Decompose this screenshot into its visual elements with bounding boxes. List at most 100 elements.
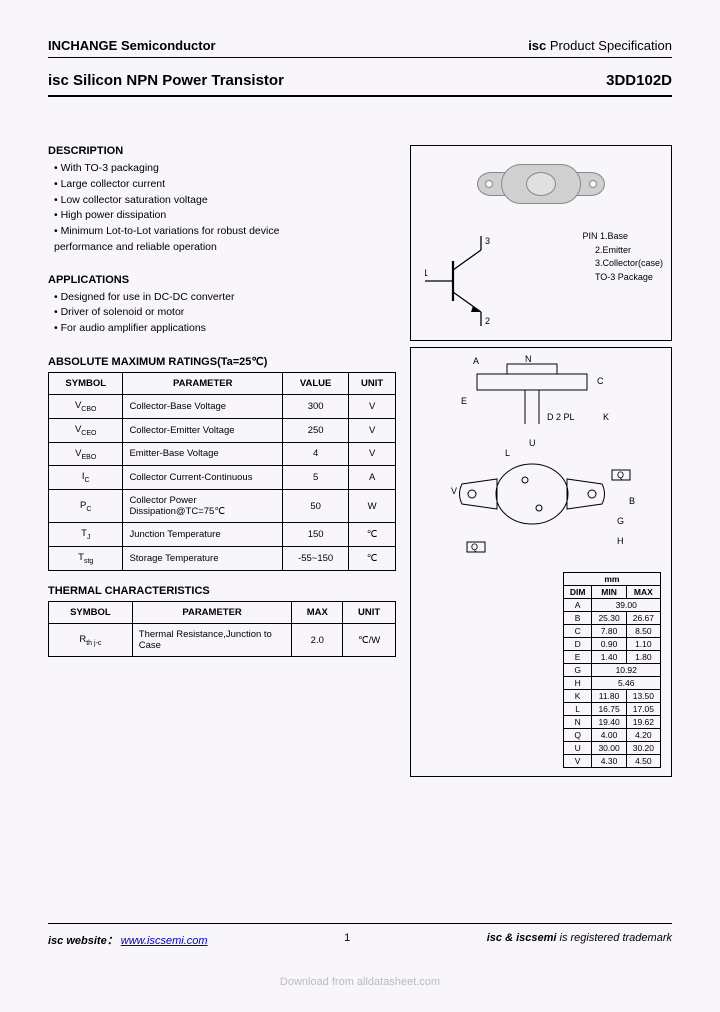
val: 150 — [283, 523, 349, 547]
pin-item: 1.Base — [600, 231, 628, 241]
table-row: A39.00 — [563, 599, 660, 612]
applications-list: Designed for use in DC-DC converter Driv… — [48, 290, 396, 337]
svg-text:G: G — [617, 516, 624, 526]
val: 300 — [283, 394, 349, 418]
param: Collector Current-Continuous — [123, 466, 283, 490]
table-row: V4.304.50 — [563, 755, 660, 768]
desc-item-cont: performance and reliable operation — [54, 240, 396, 256]
svg-text:D 2 PL: D 2 PL — [547, 412, 575, 422]
table-row: G10.92 — [563, 664, 660, 677]
dim-unit-head: mm — [563, 573, 660, 586]
param: Collector-Base Voltage — [123, 394, 283, 418]
spec-text: Product Specification — [546, 38, 672, 53]
svg-text:C: C — [597, 376, 604, 386]
col-symbol: SYMBOL — [49, 602, 133, 624]
table-row: VCEOCollector-Emitter Voltage250V — [49, 418, 396, 442]
dim-col: DIM — [563, 586, 592, 599]
table-row: Rth j-cThermal Resistance,Junction to Ca… — [49, 624, 396, 657]
footer-site: isc website： www.iscsemi.com — [48, 932, 208, 948]
svg-text:V: V — [451, 486, 457, 496]
footer: isc website： www.iscsemi.com 1 isc & isc… — [48, 923, 672, 948]
applications-head: APPLICATIONS — [48, 274, 396, 286]
left-column: DESCRIPTION With TO-3 packaging Large co… — [48, 145, 396, 777]
table-row: ICCollector Current-Continuous5A — [49, 466, 396, 490]
site-label: isc website： — [48, 935, 118, 947]
table-row: K11.8013.50 — [563, 690, 660, 703]
sub: th j-c — [86, 640, 101, 647]
page-title: isc Silicon NPN Power Transistor — [48, 72, 284, 89]
sub: J — [87, 534, 91, 541]
unit: V — [349, 418, 396, 442]
svg-text:Q: Q — [471, 542, 478, 552]
unit: W — [349, 490, 396, 523]
unit: ℃ — [349, 547, 396, 571]
table-row: PCCollector Power Dissipation@TC=75℃50W — [49, 490, 396, 523]
svg-text:3: 3 — [485, 236, 490, 246]
package-image — [419, 154, 663, 214]
table-row: N19.4019.62 — [563, 716, 660, 729]
sub: C — [85, 477, 90, 484]
param: Storage Temperature — [123, 547, 283, 571]
to3-icon — [471, 154, 611, 214]
desc-item: Large collector current — [54, 177, 396, 193]
svg-text:E: E — [461, 396, 467, 406]
table-row: L16.7517.05 — [563, 703, 660, 716]
table-row: Q4.004.20 — [563, 729, 660, 742]
col-unit: UNIT — [349, 372, 396, 394]
spec-prefix: isc — [528, 38, 546, 53]
dim-col: MIN — [592, 586, 626, 599]
table-row: VEBOEmitter-Base Voltage4V — [49, 442, 396, 466]
site-link[interactable]: www.iscsemi.com — [121, 935, 208, 947]
param: Emitter-Base Voltage — [123, 442, 283, 466]
val: 4 — [283, 442, 349, 466]
val: 250 — [283, 418, 349, 442]
tm-prefix: isc & iscsemi — [487, 932, 557, 944]
table-header-row: SYMBOL PARAMETER MAX UNIT — [49, 602, 396, 624]
main-area: DESCRIPTION With TO-3 packaging Large co… — [48, 145, 672, 777]
unit: ℃/W — [343, 624, 396, 657]
svg-text:K: K — [603, 412, 609, 422]
col-parameter: PARAMETER — [123, 372, 283, 394]
svg-text:1: 1 — [425, 268, 428, 278]
pin-item: 2.Emitter — [595, 245, 631, 255]
app-item: Driver of solenoid or motor — [54, 305, 396, 321]
app-item: Designed for use in DC-DC converter — [54, 290, 396, 306]
footer-row: isc website： www.iscsemi.com 1 isc & isc… — [48, 932, 672, 948]
desc-item: High power dissipation — [54, 208, 396, 224]
title-row: isc Silicon NPN Power Transistor 3DD102D — [48, 72, 672, 89]
transistor-schematic-icon: 1 3 2 — [425, 236, 505, 326]
tm-text: is registered trademark — [556, 932, 672, 944]
thermal-table: SYMBOL PARAMETER MAX UNIT Rth j-cThermal… — [48, 601, 396, 657]
svg-text:B: B — [629, 496, 635, 506]
col-symbol: SYMBOL — [49, 372, 123, 394]
company-name: INCHANGE Semiconductor — [48, 38, 216, 53]
val: 50 — [283, 490, 349, 523]
table-header-row: SYMBOL PARAMETER VALUE UNIT — [49, 372, 396, 394]
svg-text:H: H — [617, 536, 624, 546]
pkg-label: TO-3 Package — [595, 272, 653, 282]
desc-item: Low collector saturation voltage — [54, 193, 396, 209]
download-watermark: Download from alldatasheet.com — [0, 976, 720, 988]
svg-text:Q: Q — [617, 470, 624, 480]
app-item: For audio amplifier applications — [54, 321, 396, 337]
ratings-table: SYMBOL PARAMETER VALUE UNIT VCBOCollecto… — [48, 372, 396, 571]
param: Junction Temperature — [123, 523, 283, 547]
dimension-drawing-icon: N A C E D 2 PL K U L V Q G B — [417, 354, 657, 584]
footer-trademark: isc & iscsemi is registered trademark — [487, 932, 672, 948]
title-prefix: isc — [48, 72, 69, 89]
ratings-head: ABSOLUTE MAXIMUM RATINGS(Ta=25℃) — [48, 355, 396, 368]
desc-item: Minimum Lot-to-Lot variations for robust… — [54, 224, 396, 240]
description-list: With TO-3 packaging Large collector curr… — [48, 161, 396, 256]
dim-col: MAX — [626, 586, 660, 599]
pin-item: 3.Collector(case) — [595, 258, 663, 268]
unit: A — [349, 466, 396, 490]
param: Thermal Resistance,Junction to Case — [132, 624, 292, 657]
svg-text:2: 2 — [485, 316, 490, 326]
val: 5 — [283, 466, 349, 490]
table-row: H5.46 — [563, 677, 660, 690]
title-rule — [48, 95, 672, 97]
spec-label: isc Product Specification — [528, 38, 672, 53]
sub: EBO — [81, 453, 96, 460]
svg-text:N: N — [525, 354, 532, 364]
table-row: TJJunction Temperature150℃ — [49, 523, 396, 547]
